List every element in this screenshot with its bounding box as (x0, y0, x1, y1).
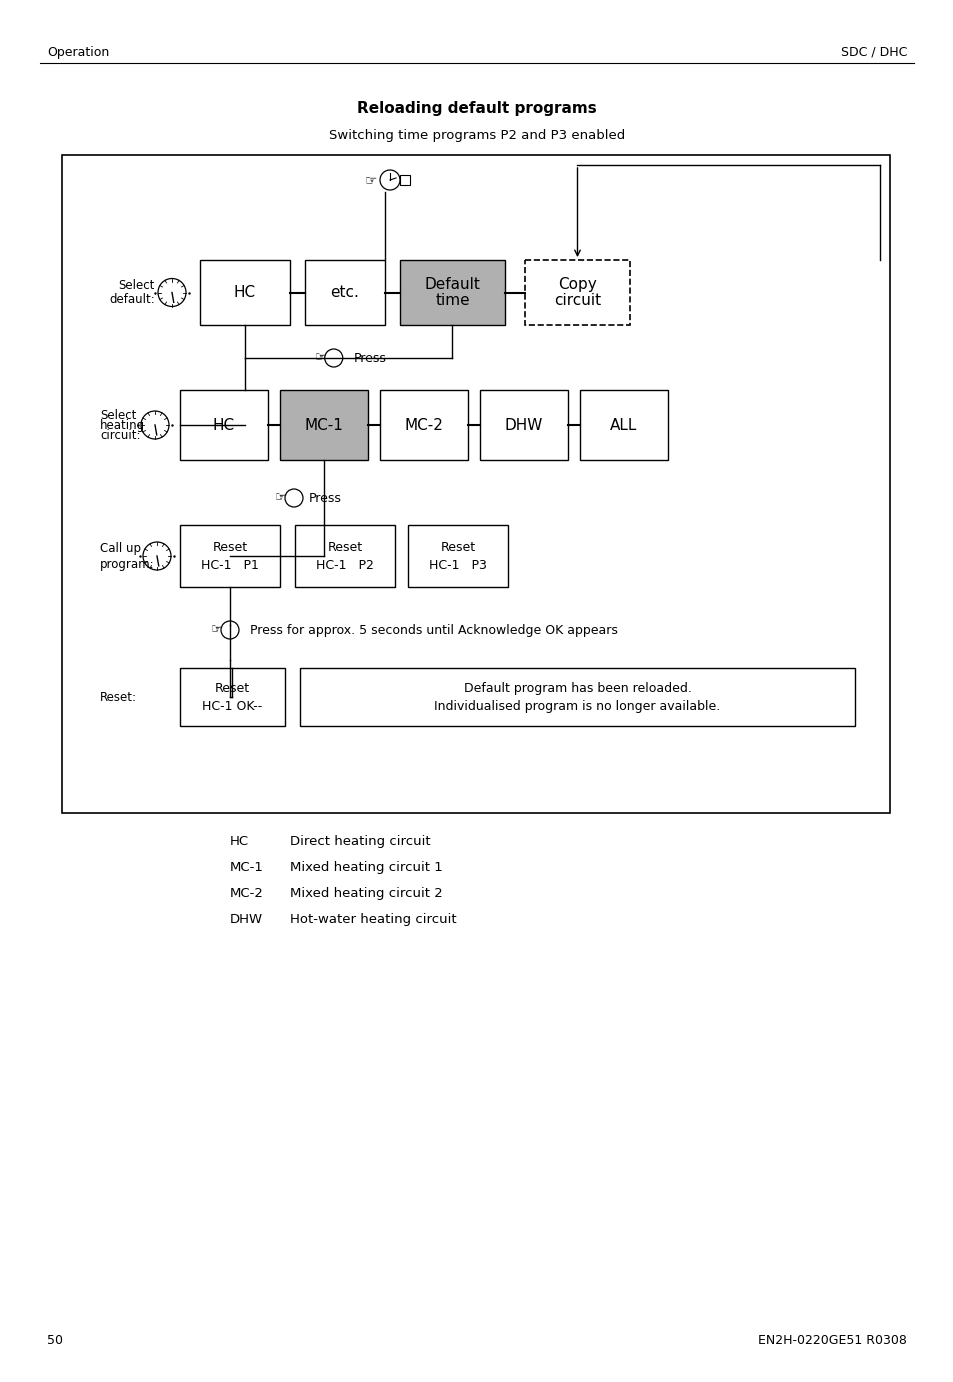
Bar (408, 525, 507, 587)
Text: ☞: ☞ (275, 492, 286, 504)
Text: SDC / DHC: SDC / DHC (840, 46, 906, 58)
Text: ☞: ☞ (364, 173, 376, 187)
Text: Press for approx. 5 seconds until Acknowledge OK appears: Press for approx. 5 seconds until Acknow… (250, 623, 618, 637)
Text: Press: Press (354, 351, 386, 365)
Text: Reset: Reset (213, 540, 247, 554)
Text: ☞: ☞ (212, 623, 222, 637)
Text: MC-2: MC-2 (404, 417, 443, 433)
Text: DHW: DHW (230, 912, 263, 926)
Text: Select: Select (100, 409, 136, 422)
Text: Reset:: Reset: (100, 691, 137, 703)
Text: HC: HC (233, 285, 255, 300)
Text: circuit:: circuit: (100, 428, 140, 441)
Text: Select: Select (118, 279, 154, 292)
Text: Default program has been reloaded.: Default program has been reloaded. (463, 681, 691, 695)
Text: ALL: ALL (610, 417, 637, 433)
Bar (200, 260, 290, 325)
Text: Mixed heating circuit 1: Mixed heating circuit 1 (290, 861, 442, 873)
Text: time: time (435, 293, 469, 308)
Text: Default: Default (424, 276, 480, 292)
Bar (479, 390, 567, 460)
Bar (180, 525, 280, 587)
Text: HC-1   P1: HC-1 P1 (201, 558, 258, 572)
Text: MC-2: MC-2 (230, 886, 264, 900)
Text: HC-1   P2: HC-1 P2 (315, 558, 374, 572)
Text: HC: HC (230, 835, 249, 847)
Bar (579, 390, 667, 460)
Text: 50: 50 (47, 1334, 63, 1346)
Bar (180, 390, 268, 460)
Text: Individualised program is no longer available.: Individualised program is no longer avai… (434, 699, 720, 713)
Text: Switching time programs P2 and P3 enabled: Switching time programs P2 and P3 enable… (329, 129, 624, 141)
Text: HC: HC (213, 417, 234, 433)
Text: MC-1: MC-1 (304, 417, 343, 433)
Text: Reset: Reset (327, 540, 362, 554)
Bar (399, 176, 410, 185)
Text: HC-1   P3: HC-1 P3 (429, 558, 486, 572)
Bar (305, 260, 385, 325)
Text: Operation: Operation (47, 46, 110, 58)
Text: Reset: Reset (440, 540, 475, 554)
Text: Direct heating circuit: Direct heating circuit (290, 835, 430, 847)
Text: MC-1: MC-1 (230, 861, 264, 873)
Bar (294, 525, 395, 587)
Bar (399, 260, 504, 325)
Text: etc.: etc. (331, 285, 359, 300)
Text: program:: program: (100, 557, 154, 571)
Text: Reloading default programs: Reloading default programs (356, 101, 597, 116)
Text: Call up: Call up (100, 542, 141, 554)
Text: Hot-water heating circuit: Hot-water heating circuit (290, 912, 456, 926)
Bar (524, 260, 629, 325)
Bar (62, 155, 889, 813)
Bar (180, 668, 285, 726)
Text: heating: heating (100, 419, 145, 431)
Text: EN2H-0220GE51 R0308: EN2H-0220GE51 R0308 (758, 1334, 906, 1346)
Text: Copy: Copy (558, 276, 597, 292)
Text: Press: Press (309, 492, 341, 504)
Text: Reset: Reset (214, 681, 250, 695)
Text: ☞: ☞ (314, 351, 326, 365)
Text: DHW: DHW (504, 417, 542, 433)
Bar (280, 390, 368, 460)
Bar (299, 668, 854, 726)
Text: Mixed heating circuit 2: Mixed heating circuit 2 (290, 886, 442, 900)
Text: HC-1 OK--: HC-1 OK-- (202, 699, 262, 713)
Text: circuit: circuit (554, 293, 600, 308)
Bar (379, 390, 468, 460)
Text: default:: default: (110, 293, 154, 305)
